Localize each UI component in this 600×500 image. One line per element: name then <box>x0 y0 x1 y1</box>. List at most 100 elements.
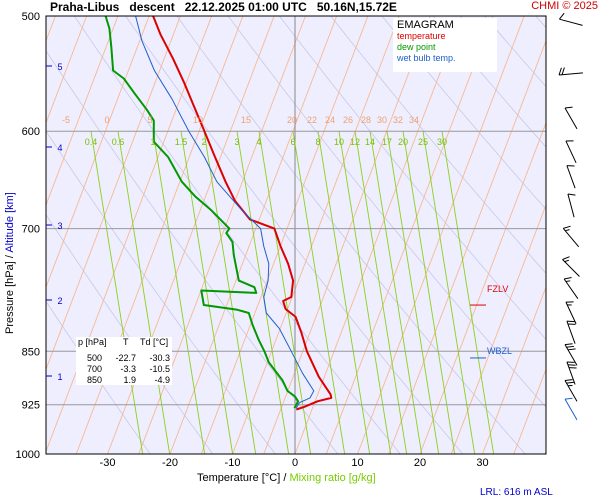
copyright: CHMI © 2025 <box>531 0 598 12</box>
table-cell: -4.9 <box>154 375 170 385</box>
wind-barb-flag <box>558 67 562 76</box>
table-cell: 850 <box>86 375 102 385</box>
legend-dew-point: dew point <box>397 42 436 52</box>
table-cell: -3.3 <box>120 364 136 374</box>
mixing-ratio-label: 25 <box>418 137 428 147</box>
dry-adiabat-line <box>46 213 214 454</box>
table-row: 500 -22.7 -30.3 <box>76 353 172 364</box>
dry-adiabat-line <box>46 130 276 454</box>
wind-barb-flag <box>564 276 572 280</box>
x-tick-label: 0 <box>292 457 298 469</box>
wind-barb <box>566 361 576 385</box>
chart-header: Praha-Libus descent 22.12.2025 01:00 UTC… <box>50 0 397 14</box>
y-axis-pressure-label: Pressure [hPa] <box>4 261 16 334</box>
sounding-mode: descent <box>129 0 175 14</box>
mixing-ratio-line <box>117 131 171 454</box>
mixing-ratio-line <box>422 131 476 454</box>
wind-barb-flag <box>561 67 565 75</box>
wind-barb-half <box>564 259 570 263</box>
y-axis-label: Pressure [hPa] / Altitude [km] <box>4 192 16 334</box>
x-tick-label: 20 <box>414 457 426 469</box>
mixing-ratio-label: 10 <box>334 137 344 147</box>
table-header-dewpoint: Td [°C] <box>140 337 169 347</box>
temperature-line <box>152 15 333 411</box>
mixing-ratio-label: 8 <box>315 137 320 147</box>
table-header-pressure: p [hPa] <box>78 337 107 347</box>
mixing-ratio-line <box>338 131 392 454</box>
wind-barb <box>562 228 580 248</box>
wind-barb <box>564 344 578 366</box>
dry-adiabat-line <box>278 16 546 340</box>
isotherm-line <box>357 16 525 454</box>
wind-barb-flag <box>562 256 570 260</box>
mixing-ratio-label: 14 <box>365 137 375 147</box>
x-axis-separator: / <box>283 472 287 484</box>
mixing-ratio-line <box>354 131 408 454</box>
dew-point-line <box>104 15 300 409</box>
wind-barb-half <box>565 229 570 232</box>
isotherm-line <box>232 16 400 454</box>
mixing-ratio-label: 30 <box>437 137 447 147</box>
wind-barb-flag <box>567 193 576 196</box>
wind-barb-flag <box>564 343 573 346</box>
table-cell: -10.5 <box>149 364 170 374</box>
table-cell: -22.7 <box>115 353 136 363</box>
x-axis-mixing-label: Mixing ratio [g/kg] <box>289 472 376 484</box>
isotherm-label: 20 <box>287 115 297 125</box>
mixing-ratio-line <box>152 131 206 454</box>
plot-frame <box>45 15 547 455</box>
isotherm-line <box>325 16 494 454</box>
wind-barb <box>564 380 578 402</box>
wind-barb <box>566 165 576 189</box>
sounding-datetime: 22.12.2025 01:00 UTC <box>184 0 307 14</box>
isotherm-line <box>482 285 546 454</box>
wind-barb <box>559 72 583 76</box>
mixing-ratio-line <box>180 131 234 454</box>
isotherm-line <box>46 16 150 289</box>
altitude-tick-label: 2 <box>57 296 62 306</box>
wind-barb <box>566 320 576 344</box>
isotherm-line <box>200 16 369 454</box>
y-axis-separator: / <box>4 255 16 259</box>
wind-barb <box>565 301 577 325</box>
dry-adiabat-line <box>73 16 401 454</box>
wind-barb <box>559 18 583 26</box>
isotherm-line <box>263 16 431 454</box>
x-tick-label: -10 <box>225 457 241 469</box>
wind-barb-flag <box>564 379 573 382</box>
altitude-tick-label: 3 <box>57 221 62 231</box>
mixing-ratio-label: 1.5 <box>175 137 188 147</box>
wind-barb <box>565 140 577 164</box>
altitude-tick-label: 4 <box>57 143 62 153</box>
wind-barb-flag <box>563 225 571 229</box>
pressure-tick-label: 700 <box>22 224 40 236</box>
mixing-ratio-line <box>258 131 312 454</box>
mixing-ratio-label: 0.6 <box>112 137 125 147</box>
mixing-ratio-line <box>369 131 423 454</box>
table-row: 850 1.9 -4.9 <box>76 375 172 386</box>
mixing-ratio-line <box>90 131 144 454</box>
isotherm-line <box>46 16 213 453</box>
mixing-ratio-label: 4 <box>256 137 261 147</box>
wind-barb-flag <box>559 12 565 20</box>
x-tick-label: -30 <box>100 457 116 469</box>
plot-background <box>46 16 546 454</box>
wind-barb <box>567 193 575 218</box>
isotherm-label: 15 <box>241 115 251 125</box>
wet-bulb-line <box>135 15 315 409</box>
table-cell: 500 <box>86 353 102 363</box>
wind-barb-flag <box>567 348 576 351</box>
x-axis-temperature-label: Temperature [°C] <box>197 472 281 484</box>
mixing-ratio-line <box>402 131 456 454</box>
mixing-ratio-line <box>317 131 371 454</box>
pressure-tick-label: 600 <box>22 126 40 138</box>
legend-wet-bulb: wet bulb temp. <box>397 53 456 63</box>
wind-barb <box>564 398 578 421</box>
y-axis-altitude-label: Altitude [km] <box>4 192 16 253</box>
wind-barb <box>563 278 579 299</box>
dry-adiabat-line <box>227 16 546 408</box>
mixing-ratio-label: 20 <box>398 137 408 147</box>
lrl-label: LRL: 616 m ASL <box>480 487 553 498</box>
x-tick-label: 30 <box>476 457 488 469</box>
